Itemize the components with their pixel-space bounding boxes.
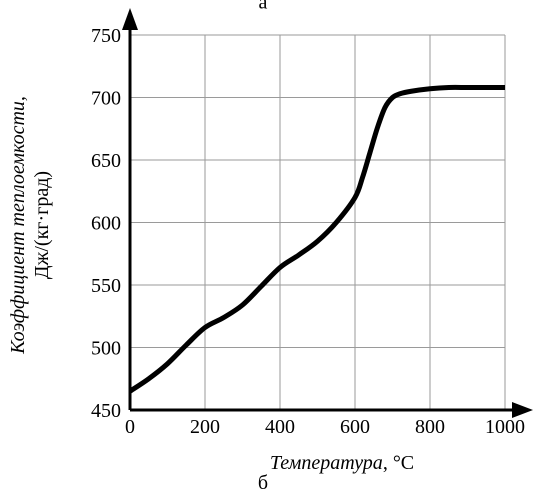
y-axis-arrow xyxy=(122,8,138,30)
x-tick-label-600: 600 xyxy=(340,416,370,438)
x-tick-label-1000: 1000 xyxy=(485,416,525,438)
y-tick-labels: 450 500 550 600 650 700 750 xyxy=(91,25,121,422)
y-axis-title: Коэффициент теплоемкости, Дж/(кг·град) xyxy=(7,96,53,355)
grid-lines xyxy=(130,34,506,410)
series-line-0 xyxy=(130,84,505,394)
y-axis-title-line1: Коэффициент теплоемкости, xyxy=(7,96,29,355)
x-tick-label-200: 200 xyxy=(190,416,220,438)
x-tick-labels: 0 200 400 600 800 1000 xyxy=(125,416,525,438)
series-layer xyxy=(130,84,505,394)
x-axis-title-main: Температура xyxy=(270,452,383,474)
panel-bottom-label: б xyxy=(258,472,268,494)
x-tick-label-0: 0 xyxy=(125,416,135,438)
y-tick-label-700: 700 xyxy=(91,88,121,110)
x-tick-label-800: 800 xyxy=(415,416,445,438)
y-axis-title-line2: Дж/(кг·град) xyxy=(31,171,53,279)
y-tick-label-450: 450 xyxy=(91,400,121,422)
y-tick-label-600: 600 xyxy=(91,213,121,235)
x-axis-title-unit: , °C xyxy=(383,452,414,474)
x-axis-title: Температура, °C xyxy=(270,452,414,474)
x-tick-label-400: 400 xyxy=(265,416,295,438)
x-axis-arrow xyxy=(512,402,533,418)
axes xyxy=(122,8,533,418)
y-tick-label-550: 550 xyxy=(91,275,121,297)
panel-top-label: а xyxy=(259,0,268,14)
y-tick-label-500: 500 xyxy=(91,338,121,360)
y-tick-label-750: 750 xyxy=(91,25,121,47)
y-tick-label-650: 650 xyxy=(91,150,121,172)
